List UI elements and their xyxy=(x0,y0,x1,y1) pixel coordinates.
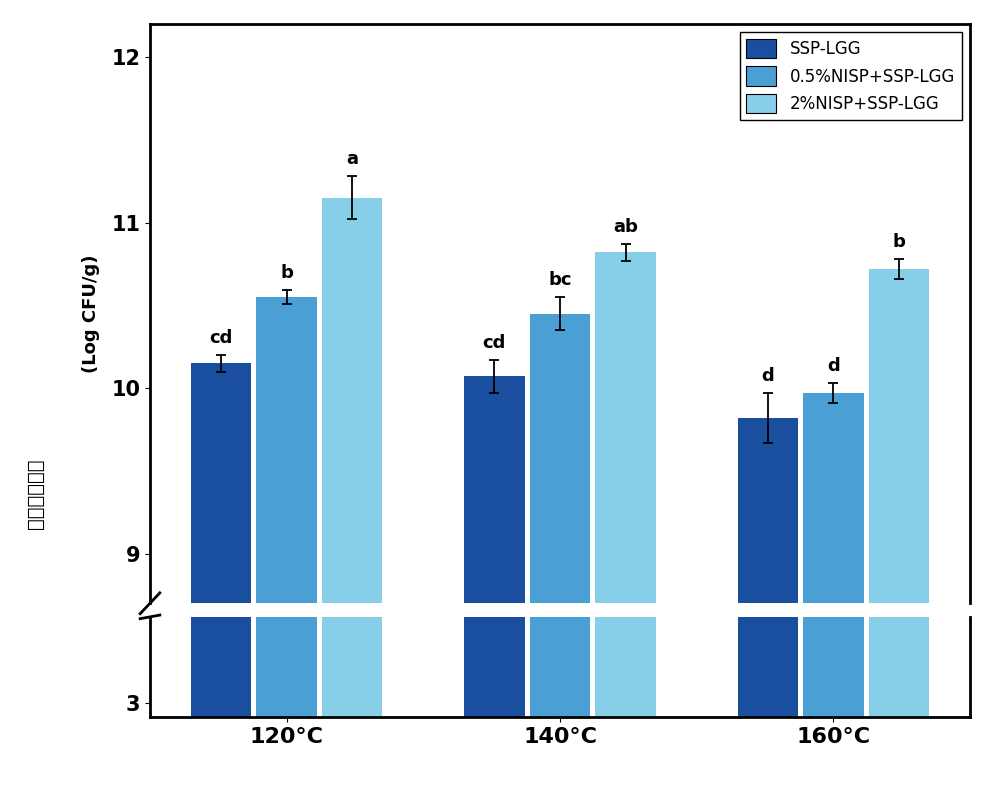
Text: cd: cd xyxy=(209,328,233,347)
Bar xyxy=(256,297,317,797)
Bar xyxy=(530,0,590,797)
Bar xyxy=(322,0,382,797)
Bar xyxy=(595,0,656,797)
Text: d: d xyxy=(827,357,840,375)
Bar xyxy=(738,51,798,797)
Bar xyxy=(464,376,525,797)
Bar xyxy=(191,363,251,797)
Legend: SSP-LGG, 0.5%NISP+SSP-LGG, 2%NISP+SSP-LGG: SSP-LGG, 0.5%NISP+SSP-LGG, 2%NISP+SSP-LG… xyxy=(740,32,962,120)
Text: ab: ab xyxy=(613,218,638,236)
Bar xyxy=(803,37,864,797)
Bar xyxy=(256,0,317,797)
Text: 益生菌存活数: 益生菌存活数 xyxy=(26,459,44,529)
Text: d: d xyxy=(761,367,774,385)
Text: a: a xyxy=(346,150,358,168)
Bar xyxy=(191,19,251,797)
Text: cd: cd xyxy=(483,334,506,351)
Text: b: b xyxy=(892,233,905,251)
Bar xyxy=(869,0,929,797)
Bar xyxy=(595,253,656,797)
Bar xyxy=(869,269,929,797)
Bar xyxy=(738,418,798,797)
Bar xyxy=(464,27,525,797)
Bar xyxy=(803,393,864,797)
Text: b: b xyxy=(280,264,293,282)
Text: bc: bc xyxy=(548,271,572,289)
Bar xyxy=(322,198,382,797)
Bar xyxy=(530,313,590,797)
Y-axis label: (Log CFU/g): (Log CFU/g) xyxy=(82,254,100,373)
